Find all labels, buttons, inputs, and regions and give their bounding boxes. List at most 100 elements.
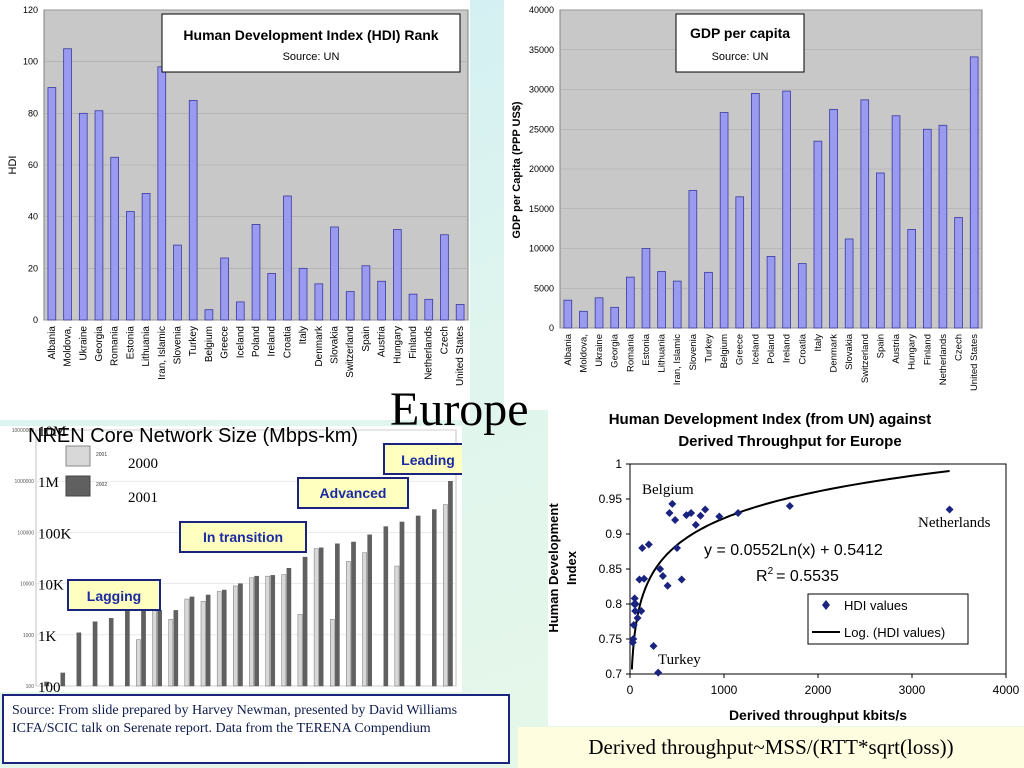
gdp-xtick-label: Turkey — [703, 334, 714, 363]
nren-bar-2002 — [157, 610, 162, 687]
gdp-xtick-label: Hungary — [907, 334, 918, 370]
hdi-title: Human Development Index (HDI) Rank — [183, 27, 438, 43]
annotation-belgium: Belgium — [642, 482, 694, 498]
scatter-point — [715, 512, 724, 521]
nren-bar-2001 — [281, 574, 287, 687]
nren-bar-2001 — [136, 639, 141, 687]
scatter-point — [785, 502, 794, 510]
scatter-point — [677, 575, 686, 584]
gdp-xtick-label: Albania — [563, 333, 574, 365]
gdp-bar — [829, 108, 838, 329]
hdi-bar — [188, 100, 198, 321]
scatter-point — [631, 600, 640, 608]
gdp-bar — [782, 90, 791, 329]
scatter-point — [629, 621, 638, 629]
nren-ytick-label: 10M — [38, 426, 66, 440]
hdi-bar — [377, 280, 386, 321]
gdp-xtick-label: Iran, Islamic — [672, 334, 683, 385]
nren-bar-2002 — [448, 481, 453, 687]
scatter-legend: HDI values Log. (HDI values) — [807, 593, 969, 645]
hdi-xtick-label: Italy — [298, 326, 309, 344]
gdp-ytick-label: 20000 — [529, 164, 554, 174]
hdi-xtick-label: Iceland — [235, 326, 246, 358]
scatter-xtick-label: 0 — [627, 683, 634, 697]
hdi-bar — [94, 110, 104, 321]
gdp-bar — [969, 56, 979, 329]
gdp-xtick-label: Slovenia — [688, 333, 699, 370]
hdi-bar — [424, 298, 434, 321]
gdp-xtick-label: Czech — [954, 334, 965, 361]
nren-ytick-label: 100K — [38, 526, 72, 542]
nren-bar-2001 — [394, 565, 400, 687]
scatter-point — [656, 565, 665, 573]
hdi-xtick-label: United States — [455, 326, 466, 386]
gdp-xtick-label: Iceland — [750, 334, 761, 365]
nren-bar-2002 — [76, 632, 82, 687]
scatter-point — [665, 509, 674, 517]
gdp-xtick-label: Estonia — [641, 333, 652, 365]
gdp-subtitle: Source: UN — [712, 51, 769, 63]
nren-ytick-small: 1000 — [23, 633, 34, 639]
gdp-xtick-label: Denmark — [829, 334, 840, 373]
scatter-point — [673, 544, 681, 552]
nren-bar-2001 — [200, 601, 206, 687]
gdp-ytick-label: 35000 — [529, 45, 554, 55]
nren-ytick-label: 100 — [38, 680, 61, 692]
gdp-bar — [704, 271, 713, 329]
hdi-title-box — [161, 13, 461, 73]
hdi-bar — [63, 48, 72, 321]
scatter-point — [682, 511, 691, 520]
hdi-xtick-label: Estonia — [125, 326, 136, 360]
nren-bar-2002 — [351, 541, 356, 687]
formula-note: Derived throughput~MSS/(RTT*sqrt(loss)) — [518, 727, 1024, 768]
scatter-point — [637, 607, 646, 615]
scatter-point — [638, 544, 647, 552]
nren-bar-2001 — [362, 552, 367, 687]
callout-advanced-label: Advanced — [320, 485, 387, 501]
gdp-bar — [735, 196, 745, 329]
nren-legend-small-2001: 2001 — [96, 452, 107, 458]
callout-advanced: Advanced — [297, 477, 409, 509]
hdi-ytick-label: 20 — [28, 263, 38, 273]
nren-bar-2002 — [335, 543, 340, 687]
hdi-bar — [393, 229, 402, 321]
hdi-xtick-label: Ireland — [267, 326, 278, 357]
hdi-bar — [298, 267, 308, 321]
scatter-point — [663, 581, 672, 590]
gdp-xtick-label: Ukraine — [594, 334, 605, 367]
nren-bar-2001 — [152, 610, 157, 687]
nren-ytick-label: 1K — [38, 629, 57, 645]
gdp-bar — [938, 124, 948, 329]
hdi-xtick-label: Iran, Islamic — [157, 326, 168, 380]
nren-bar-2001 — [346, 561, 351, 687]
nren-bar-2002 — [173, 610, 179, 687]
gdp-ytick-label: 40000 — [529, 5, 554, 15]
nren-bar-2002 — [108, 618, 114, 687]
hdi-ytick-label: 120 — [23, 5, 38, 15]
gdp-bar — [751, 93, 760, 329]
hdi-xtick-label: Georgia — [94, 326, 105, 362]
nren-bar-2001 — [265, 575, 271, 687]
nren-ytick-small: 100 — [26, 684, 35, 690]
annotation-netherlands: Netherlands — [918, 515, 991, 531]
hdi-ytick-label: 80 — [28, 108, 38, 118]
hdi-xtick-label: Spain — [361, 326, 372, 352]
scatter-chart: Human Development Index (from UN) agains… — [548, 408, 1024, 726]
gdp-y-axis-label: GDP per Capita (PPP US$) — [511, 101, 523, 238]
gdp-bar — [563, 299, 573, 329]
gdp-bar — [626, 276, 635, 329]
hdi-xtick-label: Lithuania — [141, 326, 152, 367]
nren-bar-2002 — [367, 534, 372, 687]
scatter-ytick-label: 0.85 — [599, 562, 623, 576]
gdp-bar — [766, 256, 776, 329]
hdi-bar — [126, 211, 135, 321]
nren-legend-small-2002: 2002 — [96, 482, 107, 488]
hdi-bar — [361, 265, 371, 321]
gdp-xtick-label: Moldova, — [578, 334, 589, 373]
nren-ytick-label: 1M — [38, 475, 59, 491]
nren-ytick-small: 10000000 — [12, 428, 34, 434]
gdp-xtick-label: Croatia — [797, 333, 808, 364]
scatter-point — [945, 505, 954, 514]
hdi-bar — [314, 283, 324, 321]
nren-chart-title: NREN Core Network Size (Mbps-km) — [28, 425, 359, 447]
